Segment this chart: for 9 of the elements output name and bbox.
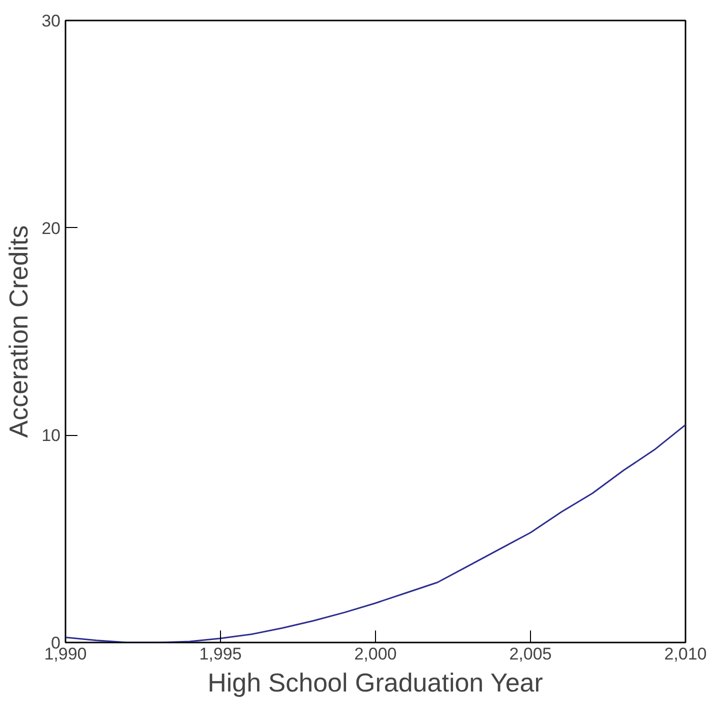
x-axis-title: High School Graduation Year	[208, 668, 544, 698]
x-tick-label: 2,010	[664, 644, 707, 664]
y-tick-label: 10	[42, 426, 61, 446]
x-tick-label: 1,995	[199, 644, 242, 664]
y-tick-label: 20	[42, 218, 61, 238]
y-axis-title: Acceration Credits	[4, 225, 34, 438]
x-tick-label: 2,000	[354, 644, 397, 664]
y-tick-label: 30	[42, 12, 61, 30]
x-tick-label: 2,005	[509, 644, 552, 664]
